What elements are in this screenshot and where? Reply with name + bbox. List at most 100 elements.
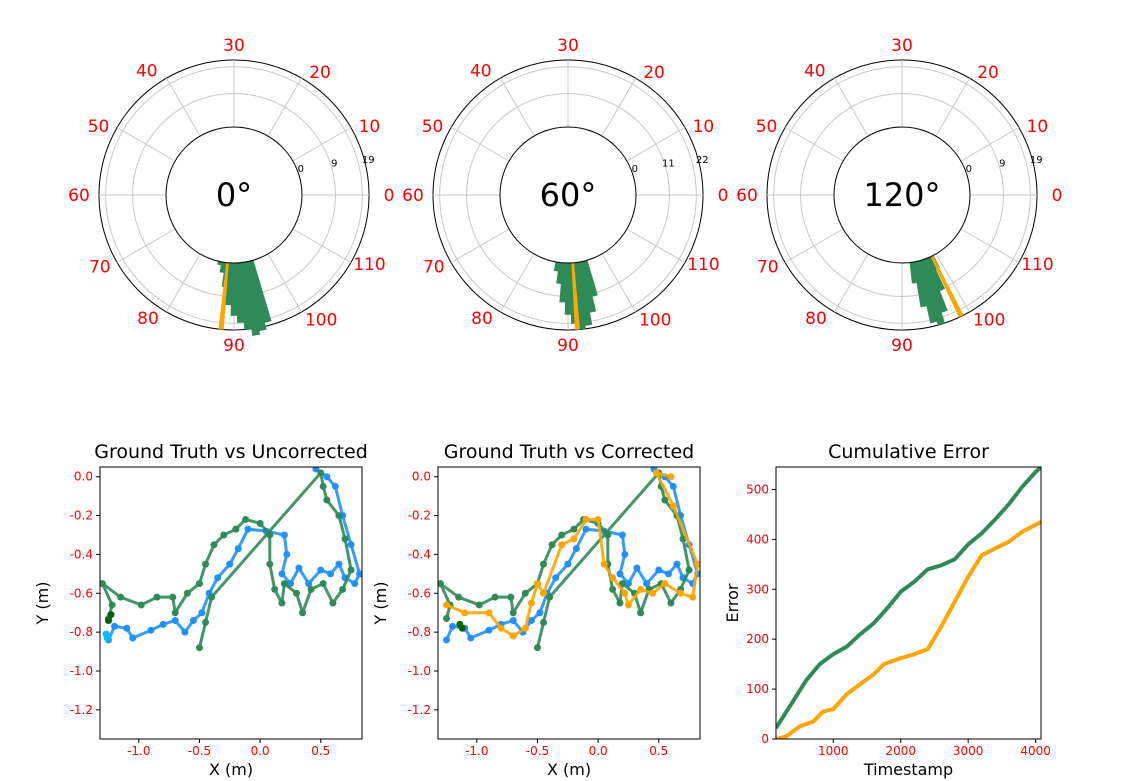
x-axis-label: X (m) <box>547 760 591 779</box>
scatter-point <box>280 580 288 588</box>
polar-spoke <box>626 127 686 162</box>
polar-angle-label: 20 <box>977 63 999 83</box>
chart-data-layer <box>100 467 362 652</box>
polar-marker-bar <box>218 262 229 330</box>
scatter-point <box>319 482 327 490</box>
polar-angle-label: 90 <box>891 336 913 356</box>
polar-angle-label: 40 <box>136 61 158 81</box>
polar-angle-label: 30 <box>557 36 579 56</box>
scatter-point <box>339 585 347 593</box>
polar-spoke <box>116 228 176 263</box>
scatter-point <box>521 624 529 632</box>
scatter-point <box>198 609 206 617</box>
cartesian-chart-1: Ground Truth vs Uncorrected -1.0 -0.5 0.0 0.… <box>33 441 368 779</box>
x-tick-label: 0.0 <box>251 744 270 758</box>
scatter-point <box>283 550 291 558</box>
y-tick-label: 100 <box>746 682 769 696</box>
polar-bar <box>916 260 938 324</box>
chart-data-layer <box>776 467 1041 739</box>
scatter-point <box>266 560 274 568</box>
polar-inner-circle <box>165 126 303 264</box>
polar-spoke <box>626 228 686 263</box>
scatter-point <box>540 560 548 568</box>
scatter-point <box>331 482 339 490</box>
scatter-point <box>667 473 675 481</box>
scatter-point <box>661 496 669 504</box>
polar-angle-label: 50 <box>88 117 110 137</box>
scatter-point <box>649 589 657 597</box>
polar-title: 0° <box>216 176 252 214</box>
scatter-point <box>475 601 483 609</box>
polar-spoke <box>960 127 1020 162</box>
scatter-point <box>171 616 179 624</box>
polar-spoke <box>784 228 844 263</box>
scatter-point <box>351 580 359 588</box>
scatter-point <box>347 541 355 549</box>
scatter-point <box>594 515 602 523</box>
scatter-point <box>202 560 210 568</box>
scatter-point <box>317 469 325 477</box>
scatter-point <box>214 574 222 582</box>
scatter-point <box>570 525 578 533</box>
scatter-point <box>548 541 556 549</box>
x-tick-label: -1.0 <box>465 744 488 758</box>
polar-angle-label: 10 <box>359 117 381 137</box>
y-tick-label: 500 <box>746 482 769 496</box>
polar-spoke <box>267 77 302 137</box>
scatter-point <box>208 593 216 601</box>
scatter-point <box>616 570 624 578</box>
polar-angle-label: 30 <box>891 36 913 56</box>
polar-inner-circle <box>833 126 971 264</box>
scatter-point <box>455 593 463 601</box>
scatter-point <box>102 630 110 638</box>
polar-spoke <box>166 77 201 137</box>
polar-spoke <box>935 77 970 137</box>
polar-angle-label: 60 <box>402 186 424 206</box>
scatter-point <box>195 580 203 588</box>
scatter-point <box>280 531 288 539</box>
x-tick-label: 1000 <box>818 744 849 758</box>
polar-spoke <box>601 77 636 137</box>
scatter-point <box>609 585 617 593</box>
polar-spoke <box>450 127 510 162</box>
scatter-point <box>438 580 444 588</box>
y-tick-label: -1.2 <box>408 703 431 717</box>
polar-spoke <box>834 253 869 313</box>
scatter-point <box>582 525 590 533</box>
polar-bar <box>573 262 586 330</box>
polar-angle-label: 40 <box>804 61 826 81</box>
polar-angle-label: 50 <box>422 117 444 137</box>
chart-title: Ground Truth vs Uncorrected <box>94 441 368 463</box>
polar-bar <box>246 261 267 332</box>
scatter-point <box>624 601 632 609</box>
polar-title: 120° <box>863 176 940 214</box>
polar-bar <box>249 260 272 323</box>
y-tick-label: 0.0 <box>74 470 93 484</box>
y-tick-label: 300 <box>746 582 769 596</box>
polar-angle-label: 90 <box>223 336 245 356</box>
polar-chart-2: 60° 0 10 20 30 40 50 60 70 80 90 100 110 0 11 22 <box>402 36 728 356</box>
scatter-point <box>171 609 179 617</box>
polar-spoke <box>601 253 636 313</box>
scatter-point <box>181 628 189 636</box>
scatter-point <box>604 531 612 539</box>
scatter-point <box>669 482 677 490</box>
polar-bar <box>913 261 927 308</box>
polar-bar <box>239 262 252 330</box>
scatter-point <box>467 634 475 642</box>
polar-angle-label: 20 <box>643 63 665 83</box>
polar-bar <box>576 261 593 326</box>
scatter-point <box>572 545 580 553</box>
scatter-point <box>669 502 677 510</box>
y-tick-label: -0.2 <box>408 509 431 523</box>
scatter-point <box>123 624 131 632</box>
y-tick-label: 0 <box>761 732 769 746</box>
scatter-point <box>633 564 641 572</box>
scatter-point <box>111 622 119 630</box>
scatter-point <box>449 622 457 630</box>
cartesian-chart-2: Ground Truth vs Corrected -1.0 -0.5 0.0 0.5 0… <box>371 441 701 779</box>
chart-data-layer <box>438 467 700 652</box>
y-tick-label: -0.4 <box>408 547 431 561</box>
polar-angle-label: 20 <box>309 63 331 83</box>
polar-angle-label: 40 <box>470 61 492 81</box>
